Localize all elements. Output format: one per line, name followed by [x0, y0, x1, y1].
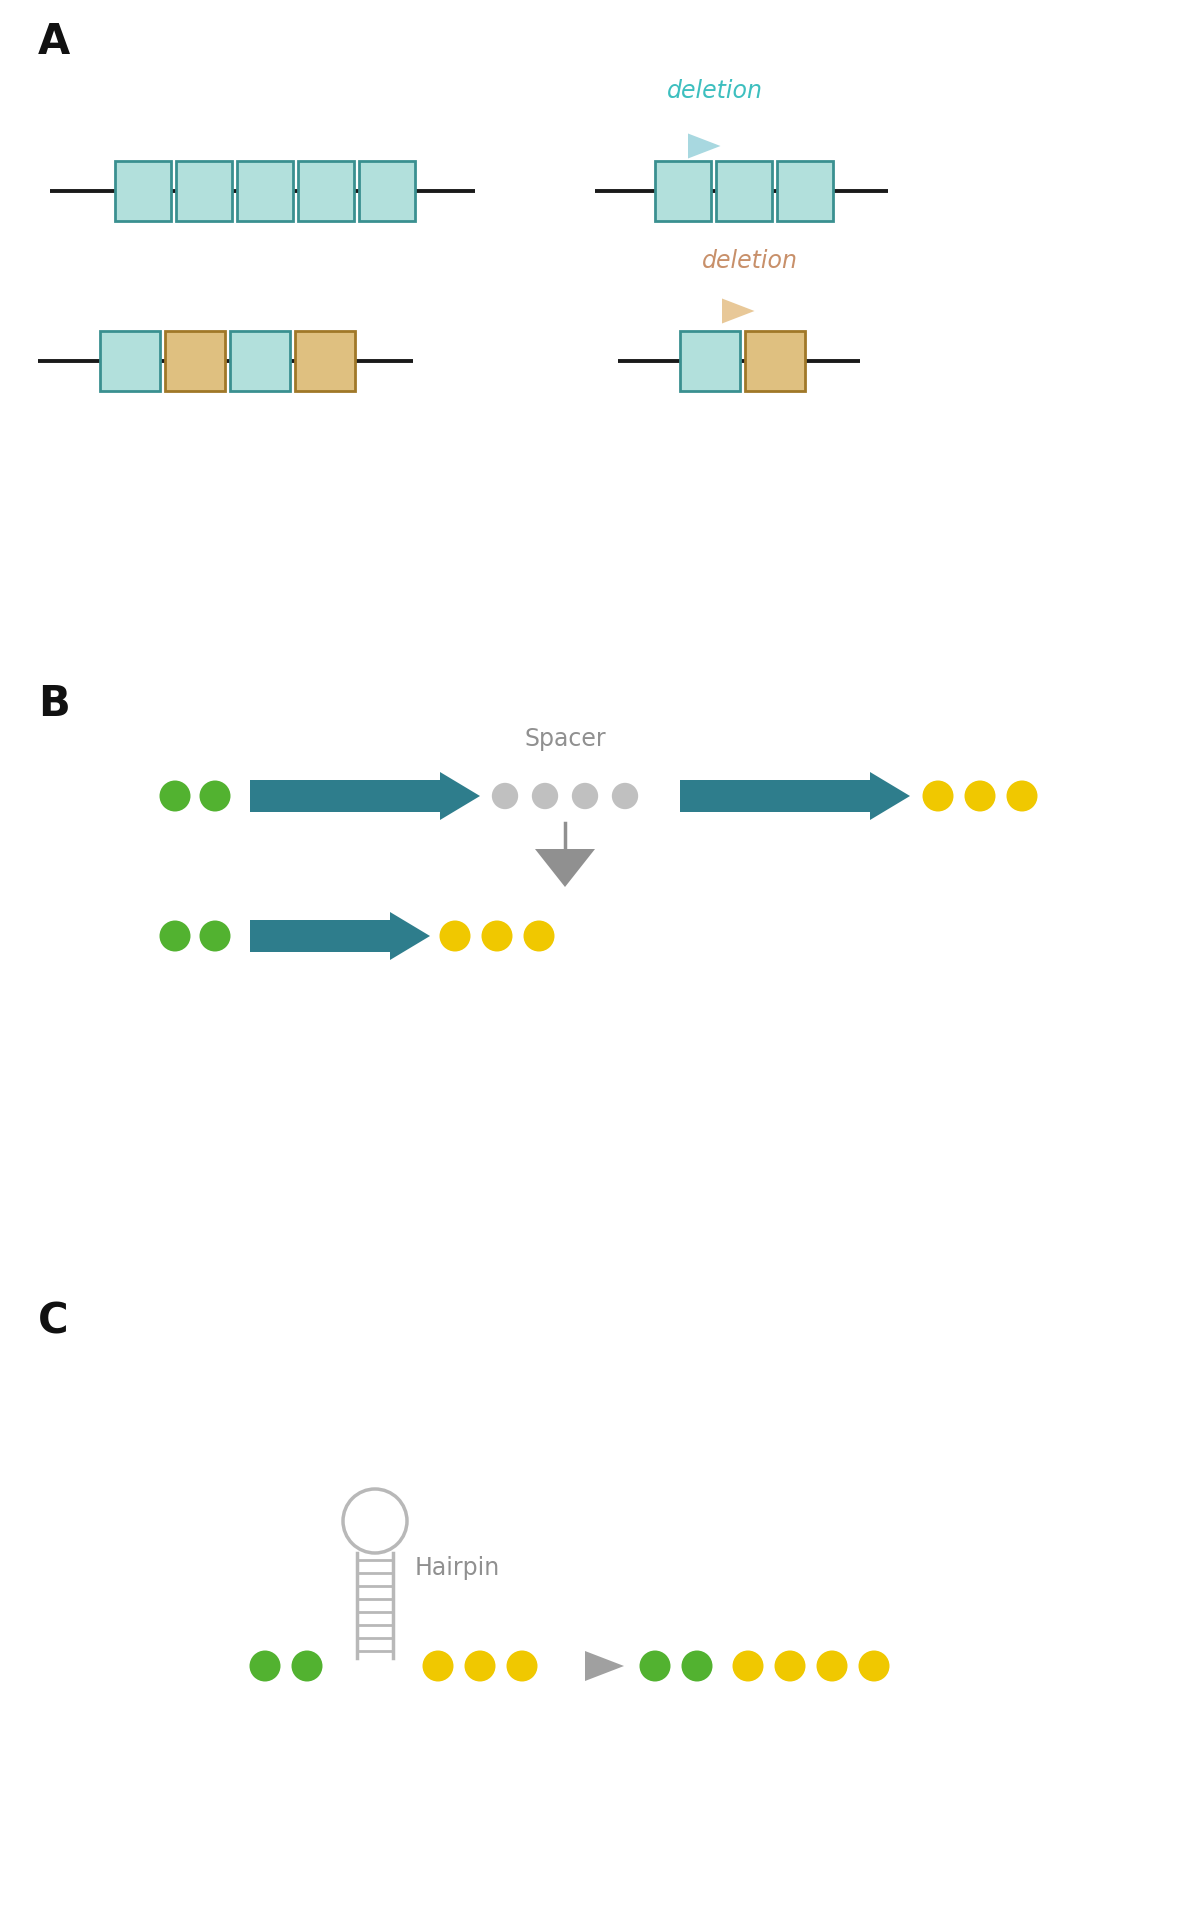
Circle shape — [817, 1650, 848, 1681]
Circle shape — [524, 920, 555, 951]
Bar — [295, 330, 355, 392]
Text: Spacer: Spacer — [524, 726, 605, 751]
Circle shape — [611, 784, 638, 809]
Polygon shape — [870, 772, 910, 820]
Text: Hairpin: Hairpin — [416, 1556, 501, 1579]
Circle shape — [292, 1650, 323, 1681]
Circle shape — [492, 784, 518, 809]
Text: C: C — [38, 1301, 68, 1343]
Bar — [298, 161, 354, 221]
Circle shape — [199, 780, 231, 811]
Text: B: B — [38, 684, 70, 724]
Bar — [680, 330, 740, 392]
Bar — [177, 161, 232, 221]
Polygon shape — [440, 772, 480, 820]
Circle shape — [733, 1650, 764, 1681]
Circle shape — [440, 920, 471, 951]
Circle shape — [532, 784, 558, 809]
Bar — [680, 780, 870, 813]
Polygon shape — [390, 912, 430, 960]
Circle shape — [423, 1650, 454, 1681]
Circle shape — [775, 1650, 806, 1681]
Circle shape — [465, 1650, 496, 1681]
Text: A: A — [38, 21, 70, 63]
Circle shape — [639, 1650, 670, 1681]
Circle shape — [859, 1650, 890, 1681]
Bar — [250, 920, 390, 953]
Circle shape — [1006, 780, 1038, 811]
Bar — [359, 161, 416, 221]
Bar — [250, 780, 440, 813]
Bar — [115, 161, 171, 221]
Bar — [165, 330, 225, 392]
Circle shape — [681, 1650, 712, 1681]
Circle shape — [250, 1650, 281, 1681]
Bar — [716, 161, 772, 221]
Circle shape — [922, 780, 954, 811]
Circle shape — [482, 920, 513, 951]
Circle shape — [160, 920, 191, 951]
Circle shape — [507, 1650, 538, 1681]
Polygon shape — [534, 849, 594, 888]
Bar — [745, 330, 805, 392]
Polygon shape — [722, 298, 754, 323]
Circle shape — [572, 784, 598, 809]
Text: deletion: deletion — [703, 250, 797, 273]
Bar — [100, 330, 160, 392]
Circle shape — [199, 920, 231, 951]
Text: deletion: deletion — [667, 79, 763, 104]
Bar — [777, 161, 833, 221]
Circle shape — [964, 780, 996, 811]
Circle shape — [160, 780, 191, 811]
Bar — [231, 330, 289, 392]
Polygon shape — [688, 133, 721, 159]
Polygon shape — [585, 1650, 625, 1681]
Bar — [655, 161, 711, 221]
Bar — [237, 161, 293, 221]
